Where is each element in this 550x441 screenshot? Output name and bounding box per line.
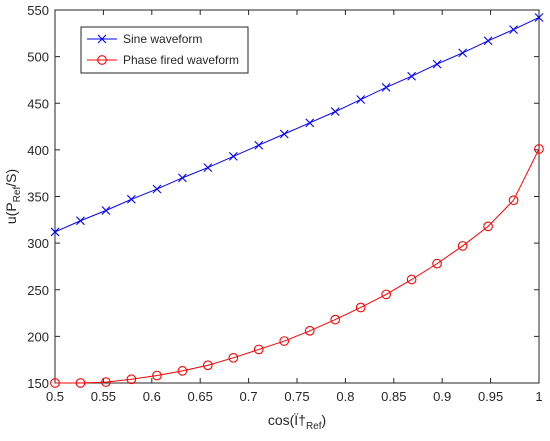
data-point [101, 377, 111, 387]
axis-ticks: 0.5 0.55 0.6 0.65 0.7 0.75 0.8 0.85 0.9 0.95 1 150 2… [27, 3, 542, 404]
data-point [509, 25, 518, 34]
y-tick-label: 550 [27, 3, 49, 18]
legend-swatch-marker [97, 55, 107, 65]
x-tick-label: 0.9 [433, 389, 451, 404]
data-point [50, 378, 60, 388]
data-point [406, 274, 417, 285]
x-tick-label: 0.5 [46, 389, 64, 404]
x-axis-label-close: ) [322, 412, 327, 428]
data-point [457, 241, 468, 251]
data-point [50, 227, 60, 237]
x-tick-label: 0.6 [143, 389, 161, 404]
x-tick-label: 0.55 [91, 389, 116, 404]
data-point [407, 71, 417, 81]
data-point [126, 374, 137, 385]
y-axis-label: u(PRef/S) [3, 169, 23, 224]
data-point [177, 366, 188, 376]
legend-box [80, 26, 249, 74]
data-point [458, 48, 468, 58]
data-point [330, 314, 341, 325]
data-point [75, 378, 86, 388]
data-point [152, 184, 162, 194]
data-point [152, 370, 162, 381]
data-point [279, 129, 289, 139]
x-tick-label: 0.95 [478, 389, 503, 404]
x-tick-label: 0.7 [240, 389, 258, 404]
data-point [228, 152, 238, 161]
legend-label: Sine waveform [123, 32, 202, 46]
data-point [356, 95, 366, 104]
data-point [279, 336, 290, 346]
y-tick-label: 200 [27, 329, 49, 344]
data-point [76, 216, 85, 226]
series-1 [50, 13, 544, 237]
data-point [203, 163, 213, 172]
series-2 [50, 144, 544, 388]
data-point [228, 352, 239, 363]
y-tick-label: 400 [27, 143, 49, 158]
y-tick-label: 350 [27, 190, 49, 205]
y-tick-label: 150 [27, 376, 49, 391]
y-axis-label-subscript: Ref [12, 187, 23, 203]
y-tick-label: 250 [27, 283, 49, 298]
data-point [381, 289, 392, 300]
data-point [534, 144, 544, 154]
data-point [101, 206, 111, 215]
data-point [534, 13, 544, 22]
data-point [508, 195, 519, 206]
series-line [54, 17, 540, 233]
legend-item: Sine waveform [87, 32, 202, 46]
y-tick-label: 300 [27, 236, 49, 251]
data-point [432, 59, 442, 69]
y-axis-label-close: /S) [3, 169, 19, 187]
legend: Sine waveform Phase fired waveform [80, 26, 249, 74]
data-point [253, 344, 264, 355]
data-point [254, 140, 264, 150]
legend-item: Phase fired waveform [87, 53, 239, 67]
data-point [381, 83, 391, 92]
legend-swatch-marker [97, 34, 107, 44]
data-point [305, 118, 315, 128]
series-layer [50, 13, 544, 388]
x-tick-label: 1 [535, 389, 542, 404]
data-point [330, 107, 340, 117]
x-tick-label: 0.85 [381, 389, 406, 404]
data-point [483, 36, 493, 46]
x-axis-label: cos(Ï†Ref) [268, 412, 326, 432]
x-tick-label: 0.8 [336, 389, 354, 404]
x-axis-label-main: cos(Ï† [268, 412, 306, 428]
y-tick-label: 500 [27, 50, 49, 65]
data-point [355, 302, 366, 313]
legend-label: Phase fired waveform [123, 53, 239, 67]
x-tick-label: 0.75 [284, 389, 309, 404]
data-point [202, 360, 213, 371]
data-point [483, 221, 493, 232]
x-axis-label-subscript: Ref [306, 421, 322, 432]
data-point [432, 258, 442, 269]
x-tick-label: 0.65 [188, 389, 213, 404]
data-point [177, 173, 187, 183]
data-point [304, 325, 315, 336]
y-tick-label: 450 [27, 96, 49, 111]
data-point [126, 194, 136, 204]
y-axis-label-main: u(P [3, 202, 19, 224]
